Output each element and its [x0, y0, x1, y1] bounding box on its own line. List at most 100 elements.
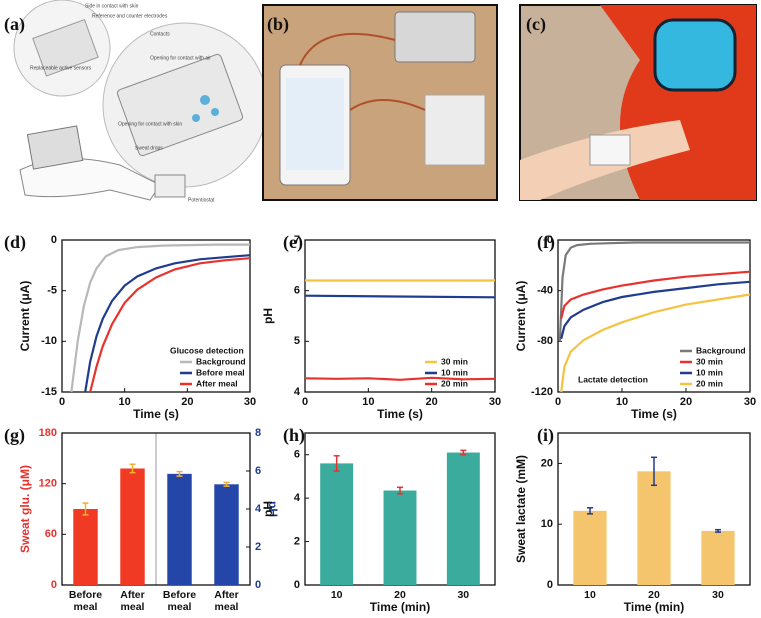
y-axis-title: pH: [261, 501, 275, 517]
bar: [637, 471, 671, 585]
sketch-label: Potentiostat: [188, 197, 215, 203]
data-line: [560, 280, 751, 340]
legend-label: 30 min: [696, 356, 723, 366]
bar: [320, 463, 354, 585]
legend-label: 20 min: [696, 378, 723, 388]
legend-label: 30 min: [441, 356, 468, 366]
sketch-label: Sweat drops: [135, 145, 163, 151]
y-axis-title: Sweat lactate (mM): [514, 455, 528, 563]
y-tick-label: 20: [541, 457, 553, 469]
x-tick-label: 30: [712, 589, 724, 601]
sketch-a: [13, 0, 268, 201]
y-tick-label: 4: [294, 492, 301, 504]
panel-label: (a): [4, 14, 25, 35]
y-tick-label: 4: [294, 386, 301, 398]
y-axis-title: Current (μA): [18, 281, 32, 352]
y-axis-title: Sweat glu. (μM): [18, 465, 32, 553]
x-tick-label: 0: [555, 396, 561, 408]
plot-frame: [61, 239, 251, 393]
sketch-label: Opening for contact with air: [150, 55, 211, 61]
data-line: [304, 376, 496, 381]
x-tick-label: 30: [457, 589, 470, 601]
x-tick-label: 20: [426, 396, 438, 408]
sketch-label: Contacts: [150, 31, 170, 37]
legend-label: 10 min: [696, 367, 723, 377]
photo-b: [262, 4, 498, 201]
data-line: [70, 243, 250, 393]
x-tick-label: Before meal: [162, 589, 197, 613]
y-tick-label: 6: [294, 449, 300, 461]
x-tick-label: 0: [59, 396, 65, 408]
legend-label: 10 min: [441, 367, 468, 377]
y-tick-label: -10: [41, 335, 57, 347]
data-line: [560, 270, 751, 319]
panel-label: (e): [283, 232, 303, 253]
x-tick-label: 20: [680, 396, 692, 408]
y-tick-label: 0: [547, 579, 553, 591]
bar: [167, 473, 192, 585]
bar: [73, 509, 98, 585]
x-tick-label: 30: [244, 396, 256, 408]
y2-axis-title: pH: [266, 501, 280, 517]
sketch-label: Replaceable active sensors: [30, 65, 92, 71]
annotation: Glucose detection: [170, 345, 244, 355]
y-tick-label: 0: [51, 234, 57, 246]
y-tick-label: 0: [294, 579, 300, 591]
plot-frame: [304, 239, 496, 393]
data-line: [89, 257, 251, 393]
x-tick-label: 10: [362, 396, 374, 408]
panel-label: (h): [283, 425, 305, 446]
sketch-label: Reference and counter electrodes: [92, 13, 168, 19]
y-tick-label: -40: [537, 285, 553, 297]
x-tick-label: 30: [744, 396, 756, 408]
x-tick-label: 20: [648, 589, 660, 601]
x-tick-label: 10: [119, 396, 131, 408]
panel-label: (d): [4, 232, 26, 253]
y2-tick-label: 0: [255, 579, 261, 591]
data-line: [560, 293, 751, 393]
sketch-label: Side in contact with skin: [85, 3, 139, 9]
y-tick-label: 120: [39, 478, 57, 490]
y-tick-label: 10: [541, 518, 553, 530]
legend-label: Before meal: [196, 367, 245, 377]
y2-tick-label: 4: [255, 503, 262, 515]
legend-label: Background: [196, 356, 246, 366]
annotation: Lactate detection: [578, 374, 648, 384]
x-axis-title: Time (min): [370, 600, 430, 614]
bar: [446, 452, 480, 585]
y-tick-label: 180: [39, 427, 57, 439]
data-line: [84, 254, 251, 393]
bar: [701, 530, 735, 585]
y-tick-label: 60: [45, 528, 57, 540]
x-axis-title: Time (s): [377, 407, 423, 421]
x-axis-title: Time (min): [624, 600, 684, 614]
bar: [573, 510, 607, 585]
y-tick-label: -80: [537, 335, 553, 347]
x-tick-label: 10: [330, 589, 343, 601]
panel-label: (i): [537, 425, 554, 446]
y-tick-label: 7: [294, 234, 300, 246]
x-tick-label: 10: [584, 589, 596, 601]
y2-tick-label: 6: [255, 465, 261, 477]
bar: [120, 468, 145, 585]
y-tick-label: -120: [531, 386, 553, 398]
bar: [383, 490, 417, 585]
y-tick-label: 2: [294, 535, 300, 547]
y-tick-label: -5: [47, 285, 57, 297]
y-tick-label: 5: [294, 335, 300, 347]
legend-label: Background: [696, 345, 746, 355]
x-tick-label: 20: [181, 396, 193, 408]
legend-label: 20 min: [441, 378, 468, 388]
y-tick-label: 6: [294, 285, 300, 297]
data-line: [304, 294, 496, 299]
y2-tick-label: 8: [255, 427, 261, 439]
x-tick-label: 30: [489, 396, 501, 408]
data-line: [558, 241, 750, 342]
photo-c: [519, 4, 757, 201]
x-tick-label: Before meal: [68, 589, 103, 613]
x-tick-label: 10: [616, 396, 628, 408]
panel-label: (b): [267, 14, 289, 35]
legend-label: After meal: [196, 378, 238, 388]
panel-label: (f): [537, 232, 555, 253]
